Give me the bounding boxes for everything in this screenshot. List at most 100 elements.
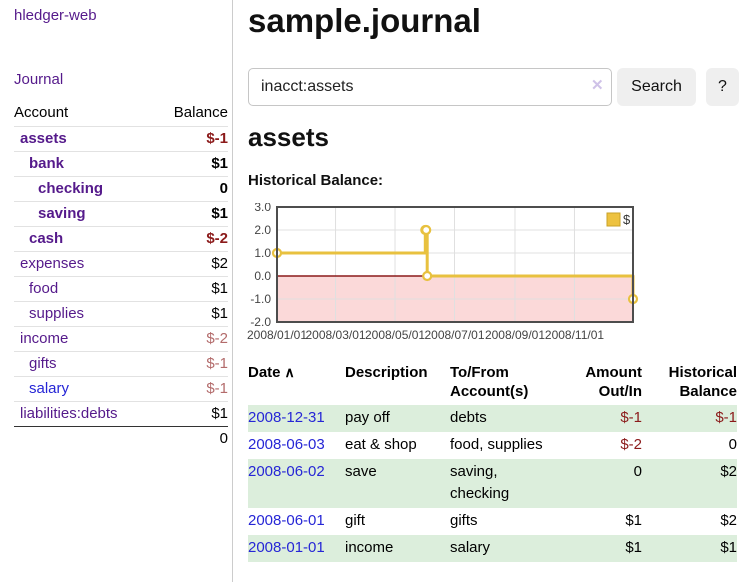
account-page-title: assets: [248, 122, 329, 153]
account-row-salary: salary $-1: [14, 377, 228, 402]
account-link-income[interactable]: income: [20, 330, 68, 347]
sidebar: hledger-web Journal Account Balance asse…: [0, 0, 233, 582]
transaction-date-link[interactable]: 2008-06-03: [248, 436, 325, 453]
transaction-balance: 0: [642, 432, 737, 459]
accounts-column-header: To/From Account(s): [450, 360, 567, 405]
account-balance: $-1: [154, 127, 228, 152]
transaction-balance: $2: [642, 459, 737, 508]
transaction-date-link[interactable]: 2008-06-02: [248, 463, 325, 480]
transaction-date-link[interactable]: 2008-01-01: [248, 539, 325, 556]
account-link-expenses[interactable]: expenses: [20, 255, 84, 272]
transaction-row: 2008-06-01 gift gifts $1 $2: [248, 508, 737, 535]
transaction-date-link[interactable]: 2008-12-31: [248, 409, 325, 426]
account-row-expenses: expenses $2: [14, 252, 228, 277]
account-balance: $-2: [154, 227, 228, 252]
account-link-gifts[interactable]: gifts: [29, 355, 57, 372]
transaction-amount: $1: [567, 508, 642, 535]
accounts-total-balance: 0: [154, 427, 228, 452]
account-balance: $1: [154, 202, 228, 227]
description-column-header: Description: [345, 360, 450, 405]
svg-text:$: $: [623, 212, 631, 227]
balance-column-header: Historical Balance: [642, 360, 737, 405]
account-link-supplies[interactable]: supplies: [29, 305, 84, 322]
accounts-total-row: 0: [14, 427, 228, 452]
svg-text:2008/11/01: 2008/11/01: [545, 328, 604, 342]
account-link-food[interactable]: food: [29, 280, 58, 297]
account-balance: $-1: [154, 352, 228, 377]
svg-text:2008/07/01: 2008/07/01: [424, 328, 484, 342]
account-link-salary[interactable]: salary: [29, 380, 69, 397]
page-title: sample.journal: [248, 2, 481, 40]
transaction-description: save: [345, 459, 450, 508]
svg-text:1.0: 1.0: [254, 246, 271, 260]
svg-text:0.0: 0.0: [254, 269, 271, 283]
account-balance: $-1: [154, 377, 228, 402]
transaction-description: pay off: [345, 405, 450, 432]
account-balance: $-2: [154, 327, 228, 352]
transaction-amount: 0: [567, 459, 642, 508]
transaction-balance: $-1: [642, 405, 737, 432]
transaction-accounts: food, supplies: [450, 432, 567, 459]
transaction-row: 2008-06-02 save saving, checking 0 $2: [248, 459, 737, 508]
transaction-amount: $-1: [567, 405, 642, 432]
account-row-supplies: supplies $1: [14, 302, 228, 327]
transaction-date-link[interactable]: 2008-06-01: [248, 512, 325, 529]
account-link-liabilities-debts[interactable]: liabilities:debts: [20, 405, 118, 422]
account-balance: $1: [154, 277, 228, 302]
transaction-amount: $-2: [567, 432, 642, 459]
svg-text:2008/09/01: 2008/09/01: [485, 328, 545, 342]
transaction-row: 2008-06-03 eat & shop food, supplies $-2…: [248, 432, 737, 459]
account-row-income: income $-2: [14, 327, 228, 352]
balance-column-header: Balance: [154, 100, 228, 127]
date-column-header[interactable]: Date∧: [248, 360, 345, 405]
transactions-header-row: Date∧ Description To/From Account(s) Amo…: [248, 360, 737, 405]
svg-text:-1.0: -1.0: [250, 292, 271, 306]
account-balance: $2: [154, 252, 228, 277]
transactions-table: Date∧ Description To/From Account(s) Amo…: [248, 360, 737, 562]
transaction-description: eat & shop: [345, 432, 450, 459]
account-row-saving: saving $1: [14, 202, 228, 227]
transaction-accounts: gifts: [450, 508, 567, 535]
accounts-balance-table: Account Balance assets $-1 bank $1 check…: [14, 100, 228, 451]
account-row-cash: cash $-2: [14, 227, 228, 252]
sort-ascending-icon: ∧: [285, 364, 295, 380]
clear-search-icon[interactable]: ✕: [591, 78, 604, 93]
account-balance: $1: [154, 402, 228, 427]
hledger-web-window: hledger-web Journal Account Balance asse…: [0, 0, 742, 582]
account-row-liabilities-debts: liabilities:debts $1: [14, 402, 228, 427]
account-row-bank: bank $1: [14, 152, 228, 177]
svg-text:-2.0: -2.0: [250, 315, 271, 329]
account-row-assets: assets $-1: [14, 127, 228, 152]
account-balance: $1: [154, 302, 228, 327]
transaction-accounts: saving, checking: [450, 459, 567, 508]
account-link-checking[interactable]: checking: [38, 180, 103, 197]
help-button[interactable]: ?: [706, 68, 739, 106]
amount-column-header: Amount Out/In: [567, 360, 642, 405]
transaction-balance: $2: [642, 508, 737, 535]
account-link-assets[interactable]: assets: [20, 130, 67, 147]
account-balance: $1: [154, 152, 228, 177]
account-link-saving[interactable]: saving: [38, 205, 86, 222]
account-row-gifts: gifts $-1: [14, 352, 228, 377]
search-button[interactable]: Search: [617, 68, 696, 106]
transaction-accounts: salary: [450, 535, 567, 562]
transaction-description: income: [345, 535, 450, 562]
svg-text:2008/03/01: 2008/03/01: [305, 328, 365, 342]
transaction-row: 2008-01-01 income salary $1 $1: [248, 535, 737, 562]
transaction-description: gift: [345, 508, 450, 535]
historical-balance-chart: 3.02.01.00.0-1.0-2.02008/01/012008/03/01…: [240, 203, 742, 353]
accounts-column-header: Account: [14, 100, 154, 127]
chart-label: Historical Balance:: [248, 172, 383, 189]
transaction-row: 2008-12-31 pay off debts $-1 $-1: [248, 405, 737, 432]
account-link-cash[interactable]: cash: [29, 230, 63, 247]
account-row-food: food $1: [14, 277, 228, 302]
svg-text:2.0: 2.0: [254, 223, 271, 237]
account-row-checking: checking 0: [14, 177, 228, 202]
account-balance: 0: [154, 177, 228, 202]
sidebar-item-journal[interactable]: Journal: [14, 71, 63, 88]
search-input[interactable]: [248, 68, 612, 106]
account-link-bank[interactable]: bank: [29, 155, 64, 172]
app-brand-link[interactable]: hledger-web: [14, 7, 97, 24]
transaction-amount: $1: [567, 535, 642, 562]
svg-text:2008/01/01: 2008/01/01: [247, 328, 307, 342]
